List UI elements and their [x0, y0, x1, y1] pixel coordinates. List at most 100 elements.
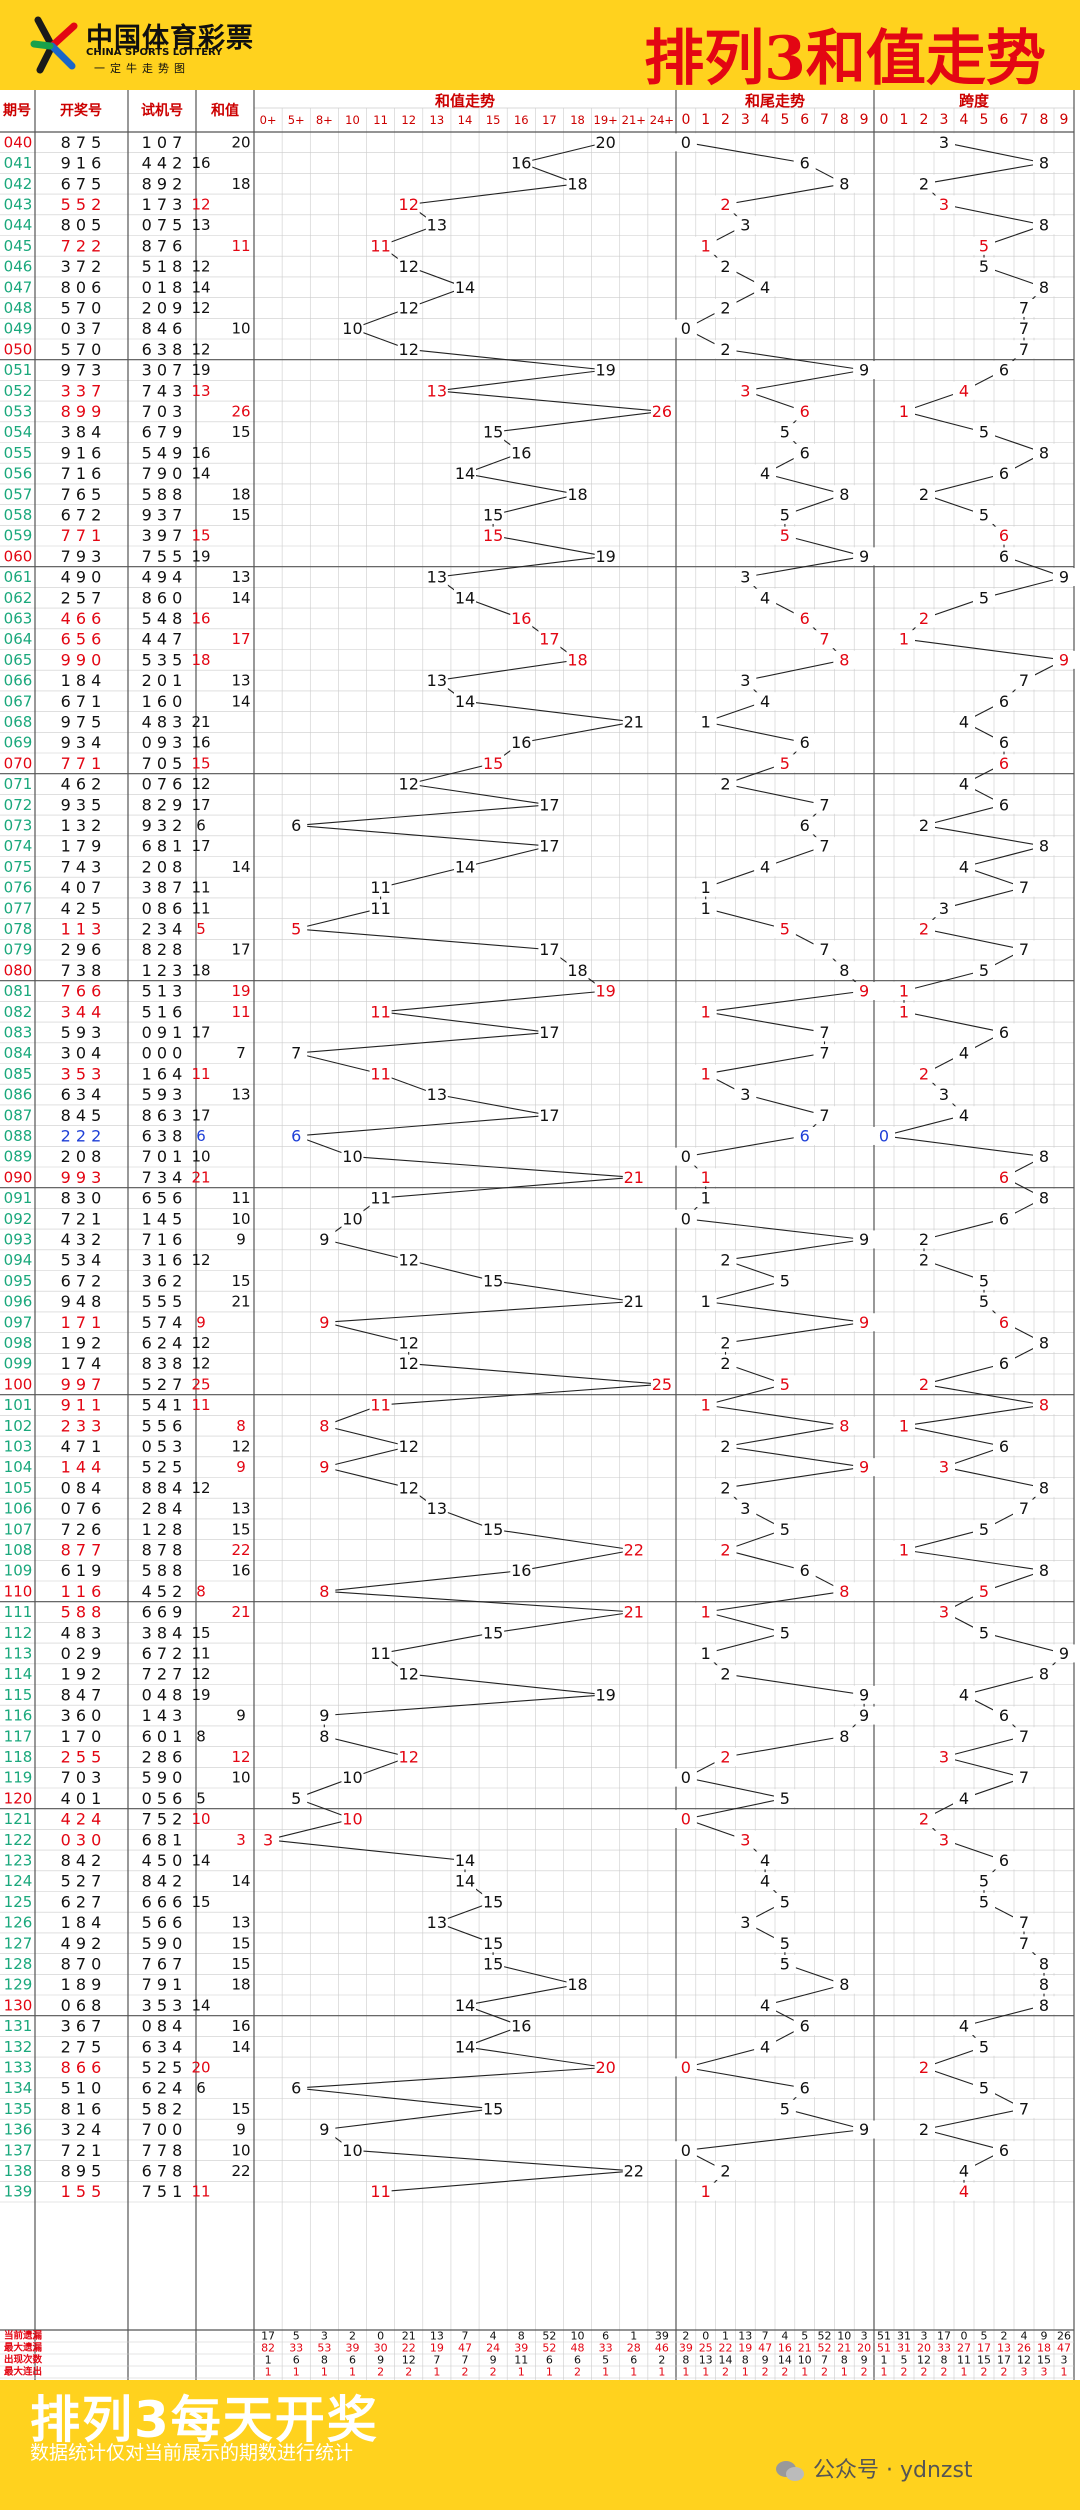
test-number-cell: 3 5 3: [142, 1996, 183, 2015]
sum-point: 3: [263, 1830, 273, 1849]
draw-number-cell: 3 3 7: [61, 381, 102, 400]
sum-cell: 7: [236, 1044, 246, 1062]
sum-cell: 22: [231, 1541, 250, 1559]
tail-point-bg: [853, 982, 876, 1001]
sum-stat: 6: [630, 2354, 637, 2367]
test-number-cell: 6 3 8: [142, 340, 183, 359]
sum-stat: 12: [402, 2354, 416, 2367]
test-number-cell: 5 1 3: [142, 982, 183, 1001]
tail-bin-label: 3: [741, 112, 750, 128]
issue-cell: 116: [4, 1707, 33, 1725]
sum-point: 12: [399, 1354, 419, 1373]
tail-point-bg: [833, 485, 856, 504]
tail-point: 9: [859, 982, 869, 1001]
sum-cell: 13: [231, 672, 250, 690]
span-point: 3: [939, 133, 949, 152]
draw-number-cell: 8 1 6: [61, 2099, 102, 2118]
sum-point: 17: [539, 837, 559, 856]
tail-point: 5: [780, 754, 790, 773]
draw-number-cell: 1 7 4: [61, 1354, 102, 1373]
issue-cell: 118: [4, 1748, 33, 1766]
sum-cell: 8: [196, 1727, 206, 1745]
tail-point-bg: [674, 133, 697, 152]
draw-number-cell: 6 2 7: [61, 1892, 102, 1911]
sum-point: 9: [319, 1313, 329, 1332]
sum-point: 15: [483, 2099, 503, 2118]
span-point-bg: [1033, 1954, 1055, 1973]
span-stat: 51: [877, 2342, 891, 2355]
tail-point: 9: [859, 1685, 869, 1704]
sum-stat: 13: [430, 2330, 444, 2343]
chart-background: [0, 90, 1080, 2380]
draw-number-cell: 2 5 5: [61, 1747, 102, 1766]
issue-cell: 114: [4, 1665, 33, 1683]
tail-stat: 10: [837, 2330, 851, 2343]
sum-cell: 22: [231, 2162, 250, 2180]
tail-point-bg: [754, 1872, 777, 1891]
sum-point-bg: [622, 1292, 645, 1311]
tail-point-bg: [773, 423, 796, 442]
sum-stat: 6: [349, 2354, 356, 2367]
issue-cell: 099: [4, 1355, 33, 1373]
span-point: 5: [979, 1582, 989, 1601]
sum-stat: 4: [490, 2330, 497, 2343]
issue-cell: 081: [4, 982, 33, 1000]
span-point: 5: [979, 2079, 989, 2098]
span-point-bg: [973, 588, 995, 607]
issue-cell: 051: [4, 361, 33, 379]
sum-cell: 13: [231, 568, 250, 586]
sum-stat: 2: [462, 2366, 469, 2379]
span-point-bg: [973, 257, 995, 276]
tail-point-bg: [793, 1561, 816, 1580]
span-point: 3: [939, 1085, 949, 1104]
span-point: 8: [1039, 837, 1049, 856]
span-point: 6: [999, 1209, 1009, 1228]
sum-stat: 1: [265, 2354, 272, 2367]
span-point: 1: [899, 982, 909, 1001]
sum-cell: 19: [191, 361, 210, 379]
sum-cell: 16: [231, 1562, 250, 1580]
test-number-cell: 6 3 8: [142, 1126, 183, 1145]
test-number-cell: 7 5 5: [142, 547, 183, 566]
tail-stat: 2: [781, 2366, 788, 2379]
span-point-bg: [1033, 1333, 1055, 1352]
span-point: 8: [1039, 1147, 1049, 1166]
issue-cell: 139: [4, 2183, 33, 2201]
tail-point: 6: [800, 1561, 810, 1580]
span-point: 8: [1039, 154, 1049, 173]
span-point: 3: [939, 1830, 949, 1849]
tail-point-bg: [694, 236, 717, 255]
tail-point-bg: [833, 650, 856, 669]
issue-cell: 130: [4, 1996, 33, 2014]
sum-cell: 16: [231, 2017, 250, 2035]
tail-point-bg: [674, 319, 697, 338]
test-number-cell: 1 6 4: [142, 1064, 183, 1083]
sum-point-bg: [369, 1644, 392, 1663]
span-stat: 2: [1001, 2330, 1008, 2343]
tail-point-bg: [773, 1934, 796, 1953]
sum-cell: 11: [191, 2183, 210, 2201]
sum-point-bg: [454, 857, 476, 876]
tail-stat: 8: [682, 2354, 689, 2367]
tail-point: 1: [701, 1292, 711, 1311]
span-point-bg: [953, 381, 975, 400]
test-number-cell: 2 8 6: [142, 1747, 183, 1766]
sum-cell: 15: [191, 754, 210, 772]
test-number-cell: 5 1 8: [142, 257, 183, 276]
test-number-cell: 4 8 3: [142, 712, 183, 731]
tail-point-bg: [674, 2058, 697, 2077]
sum-point: 15: [483, 754, 503, 773]
draw-number-cell: 1 8 4: [61, 671, 102, 690]
tail-stat: 13: [738, 2330, 752, 2343]
test-number-cell: 7 0 3: [142, 402, 183, 421]
span-point-bg: [993, 547, 1015, 566]
test-number-cell: 0 7 5: [142, 216, 183, 235]
test-number-cell: 1 6 0: [142, 692, 183, 711]
span-point-bg: [953, 1106, 975, 1125]
sum-cell: 6: [196, 2079, 206, 2097]
sum-cell: 8: [196, 1582, 206, 1600]
span-point-bg: [973, 1582, 995, 1601]
span-point: 6: [999, 2141, 1009, 2160]
test-number-cell: 5 6 6: [142, 1913, 183, 1932]
span-point-bg: [933, 133, 955, 152]
